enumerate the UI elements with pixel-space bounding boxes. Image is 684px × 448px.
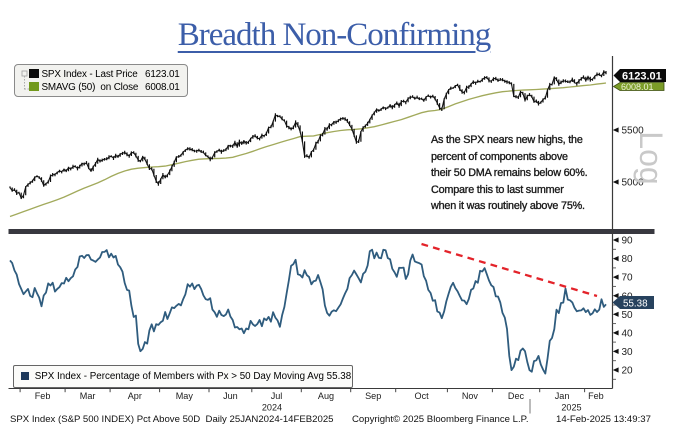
svg-text:Feb: Feb [35, 391, 51, 401]
svg-text:Nov: Nov [462, 391, 479, 401]
svg-text:6123.01: 6123.01 [622, 71, 662, 83]
svg-text:80: 80 [622, 254, 634, 265]
svg-text:2024: 2024 [262, 403, 282, 413]
svg-text:20: 20 [622, 366, 634, 377]
svg-text:55.38: 55.38 [623, 299, 648, 310]
svg-text:5000: 5000 [622, 178, 645, 189]
svg-text:May: May [176, 391, 194, 401]
svg-text:Apr: Apr [128, 391, 142, 401]
svg-text:Log: Log [633, 131, 669, 184]
svg-text:5500: 5500 [622, 126, 645, 137]
svg-text:Dec: Dec [508, 391, 525, 401]
svg-text:70: 70 [622, 273, 634, 284]
svg-text:Aug: Aug [318, 391, 334, 401]
svg-text:40: 40 [622, 329, 634, 340]
svg-text:Jun: Jun [223, 391, 238, 401]
svg-text:Jul: Jul [271, 391, 283, 401]
svg-text:90: 90 [622, 236, 634, 247]
svg-text:Feb: Feb [588, 391, 604, 401]
svg-text:6008.01: 6008.01 [621, 82, 654, 92]
svg-text:30: 30 [622, 347, 634, 358]
svg-text:Sep: Sep [365, 391, 381, 401]
svg-text:Mar: Mar [80, 391, 96, 401]
svg-text:50: 50 [622, 310, 634, 321]
svg-text:Oct: Oct [415, 391, 430, 401]
svg-text:2025: 2025 [561, 403, 581, 413]
svg-text:Jan: Jan [555, 391, 570, 401]
